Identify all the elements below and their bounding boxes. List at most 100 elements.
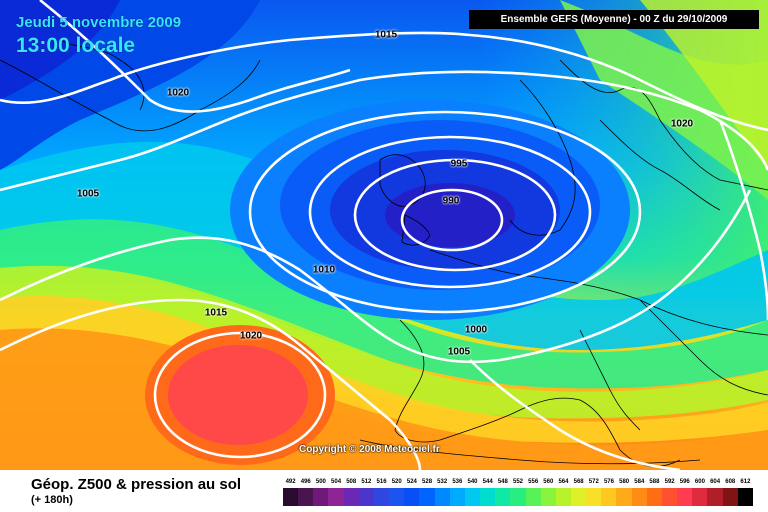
legend-swatch (570, 488, 587, 506)
scandinavia-north (559, 59, 768, 191)
legend-swatch (616, 488, 632, 506)
legend-swatch (480, 488, 496, 506)
legend-swatch (343, 488, 359, 506)
legend-swatch (601, 488, 617, 506)
legend-label: 508 (346, 479, 357, 485)
legend-swatch (722, 488, 738, 506)
z500-band-572 (0, 296, 768, 443)
z500-low-core (385, 183, 515, 247)
isobar-1010 (0, 70, 768, 192)
isobars (0, 0, 768, 470)
baltic (599, 119, 721, 211)
forecast-time: 13:00 locale (16, 34, 136, 57)
legend-label: 548 (497, 479, 508, 485)
z500-ridge-east (560, 0, 768, 200)
isobar-label: 995 (450, 158, 468, 170)
isobar-label: 1000 (464, 324, 488, 336)
legend-label: 592 (664, 479, 675, 485)
forecast-chart (0, 0, 768, 470)
legend-swatch (661, 488, 678, 506)
legend-swatch (404, 488, 420, 506)
legend-swatch (586, 488, 602, 506)
isobar-label: 1020 (166, 87, 190, 99)
coastlines (0, 39, 768, 467)
legend-swatch (495, 488, 511, 506)
legend-label: 560 (543, 479, 554, 485)
weather-map: 1015 1020 1005 995 990 1010 1015 1020 10… (0, 0, 768, 470)
legend-label: 552 (512, 479, 524, 485)
legend-label: 564 (558, 479, 569, 485)
legend-swatch (707, 488, 723, 506)
legend-swatch (646, 488, 662, 506)
legend-label: 520 (391, 479, 402, 485)
legend-label: 516 (376, 479, 387, 485)
map-footer: Géop. Z500 & pression au sol (+ 180h) 49… (0, 470, 768, 512)
isobar-990 (400, 188, 504, 252)
legend-labels: 492 496 500 504 508 512 516 520 524 528 532 536 540 5… (283, 479, 753, 489)
isobar-1015-north (0, 31, 768, 132)
lead-time: (+ 180h) (31, 494, 73, 506)
product-title: Géop. Z500 & pression au sol (31, 476, 242, 493)
z500-band-552 (0, 219, 768, 389)
legend-swatch (525, 488, 541, 506)
legend-swatch (631, 488, 647, 506)
legend-label: 556 (528, 479, 539, 485)
legend-label: 512 (361, 479, 372, 485)
z500-band-564 (0, 265, 768, 419)
legend-label: 536 (452, 479, 463, 485)
legend-label: 572 (588, 479, 599, 485)
isobar-1005 (248, 110, 642, 314)
scandinavia (509, 79, 576, 236)
isobar-label: 1005 (76, 188, 100, 200)
legend-swatch (328, 488, 344, 506)
forecast-date: Jeudi 5 novembre 2009 (16, 14, 182, 31)
isobar-1020-east (718, 119, 768, 321)
isobar-label: 1010 (312, 264, 336, 276)
legend-label: 596 (679, 479, 690, 485)
legend-label: 532 (437, 479, 448, 485)
legend-swatch (298, 488, 314, 506)
legend-label: 492 (285, 479, 296, 485)
isobar-label: 1005 (447, 346, 471, 358)
legend-label: 568 (573, 479, 584, 485)
legend-swatch (737, 488, 753, 506)
legend-label: 612 (740, 479, 751, 485)
isobar-label: 990 (442, 195, 460, 207)
legend-label: 600 (694, 479, 705, 485)
z500-trough-nw-core (0, 0, 120, 100)
legend-label: 608 (725, 479, 736, 485)
europe-coast-north (429, 249, 768, 336)
legend-swatch (555, 488, 571, 506)
isobar-label: 1015 (204, 307, 228, 319)
legend-label: 584 (634, 479, 645, 485)
legend-swatch (510, 488, 526, 506)
ireland (401, 214, 431, 246)
legend-swatch (283, 488, 299, 506)
isobar-1015-east (469, 359, 681, 470)
legend-swatch (373, 488, 390, 506)
balkans (639, 299, 768, 396)
legend-swatch (389, 488, 405, 506)
italy (579, 329, 641, 431)
legend-swatch (677, 488, 693, 506)
legend-label: 500 (315, 479, 326, 485)
legend-label: 528 (422, 479, 433, 485)
isobar-1015-south (0, 298, 422, 470)
iberia (394, 319, 521, 443)
legend-swatch (449, 488, 465, 506)
legend-label: 580 (619, 479, 630, 485)
isobar-1000 (308, 135, 592, 289)
legend-label: 524 (406, 479, 417, 485)
isobar-label: 1020 (239, 330, 263, 342)
legend-label: 576 (603, 479, 614, 485)
z500-high-core (168, 345, 308, 445)
isobar-label: 1015 (374, 29, 398, 41)
isobar-995 (353, 158, 557, 272)
legend-label: 540 (467, 479, 478, 485)
greenland-coast (0, 59, 261, 132)
legend-swatch (419, 488, 435, 506)
legend-label: 504 (331, 479, 342, 485)
isobar-label: 1020 (670, 118, 694, 130)
isobar-1020-south (153, 331, 327, 459)
legend-swatch (464, 488, 481, 506)
